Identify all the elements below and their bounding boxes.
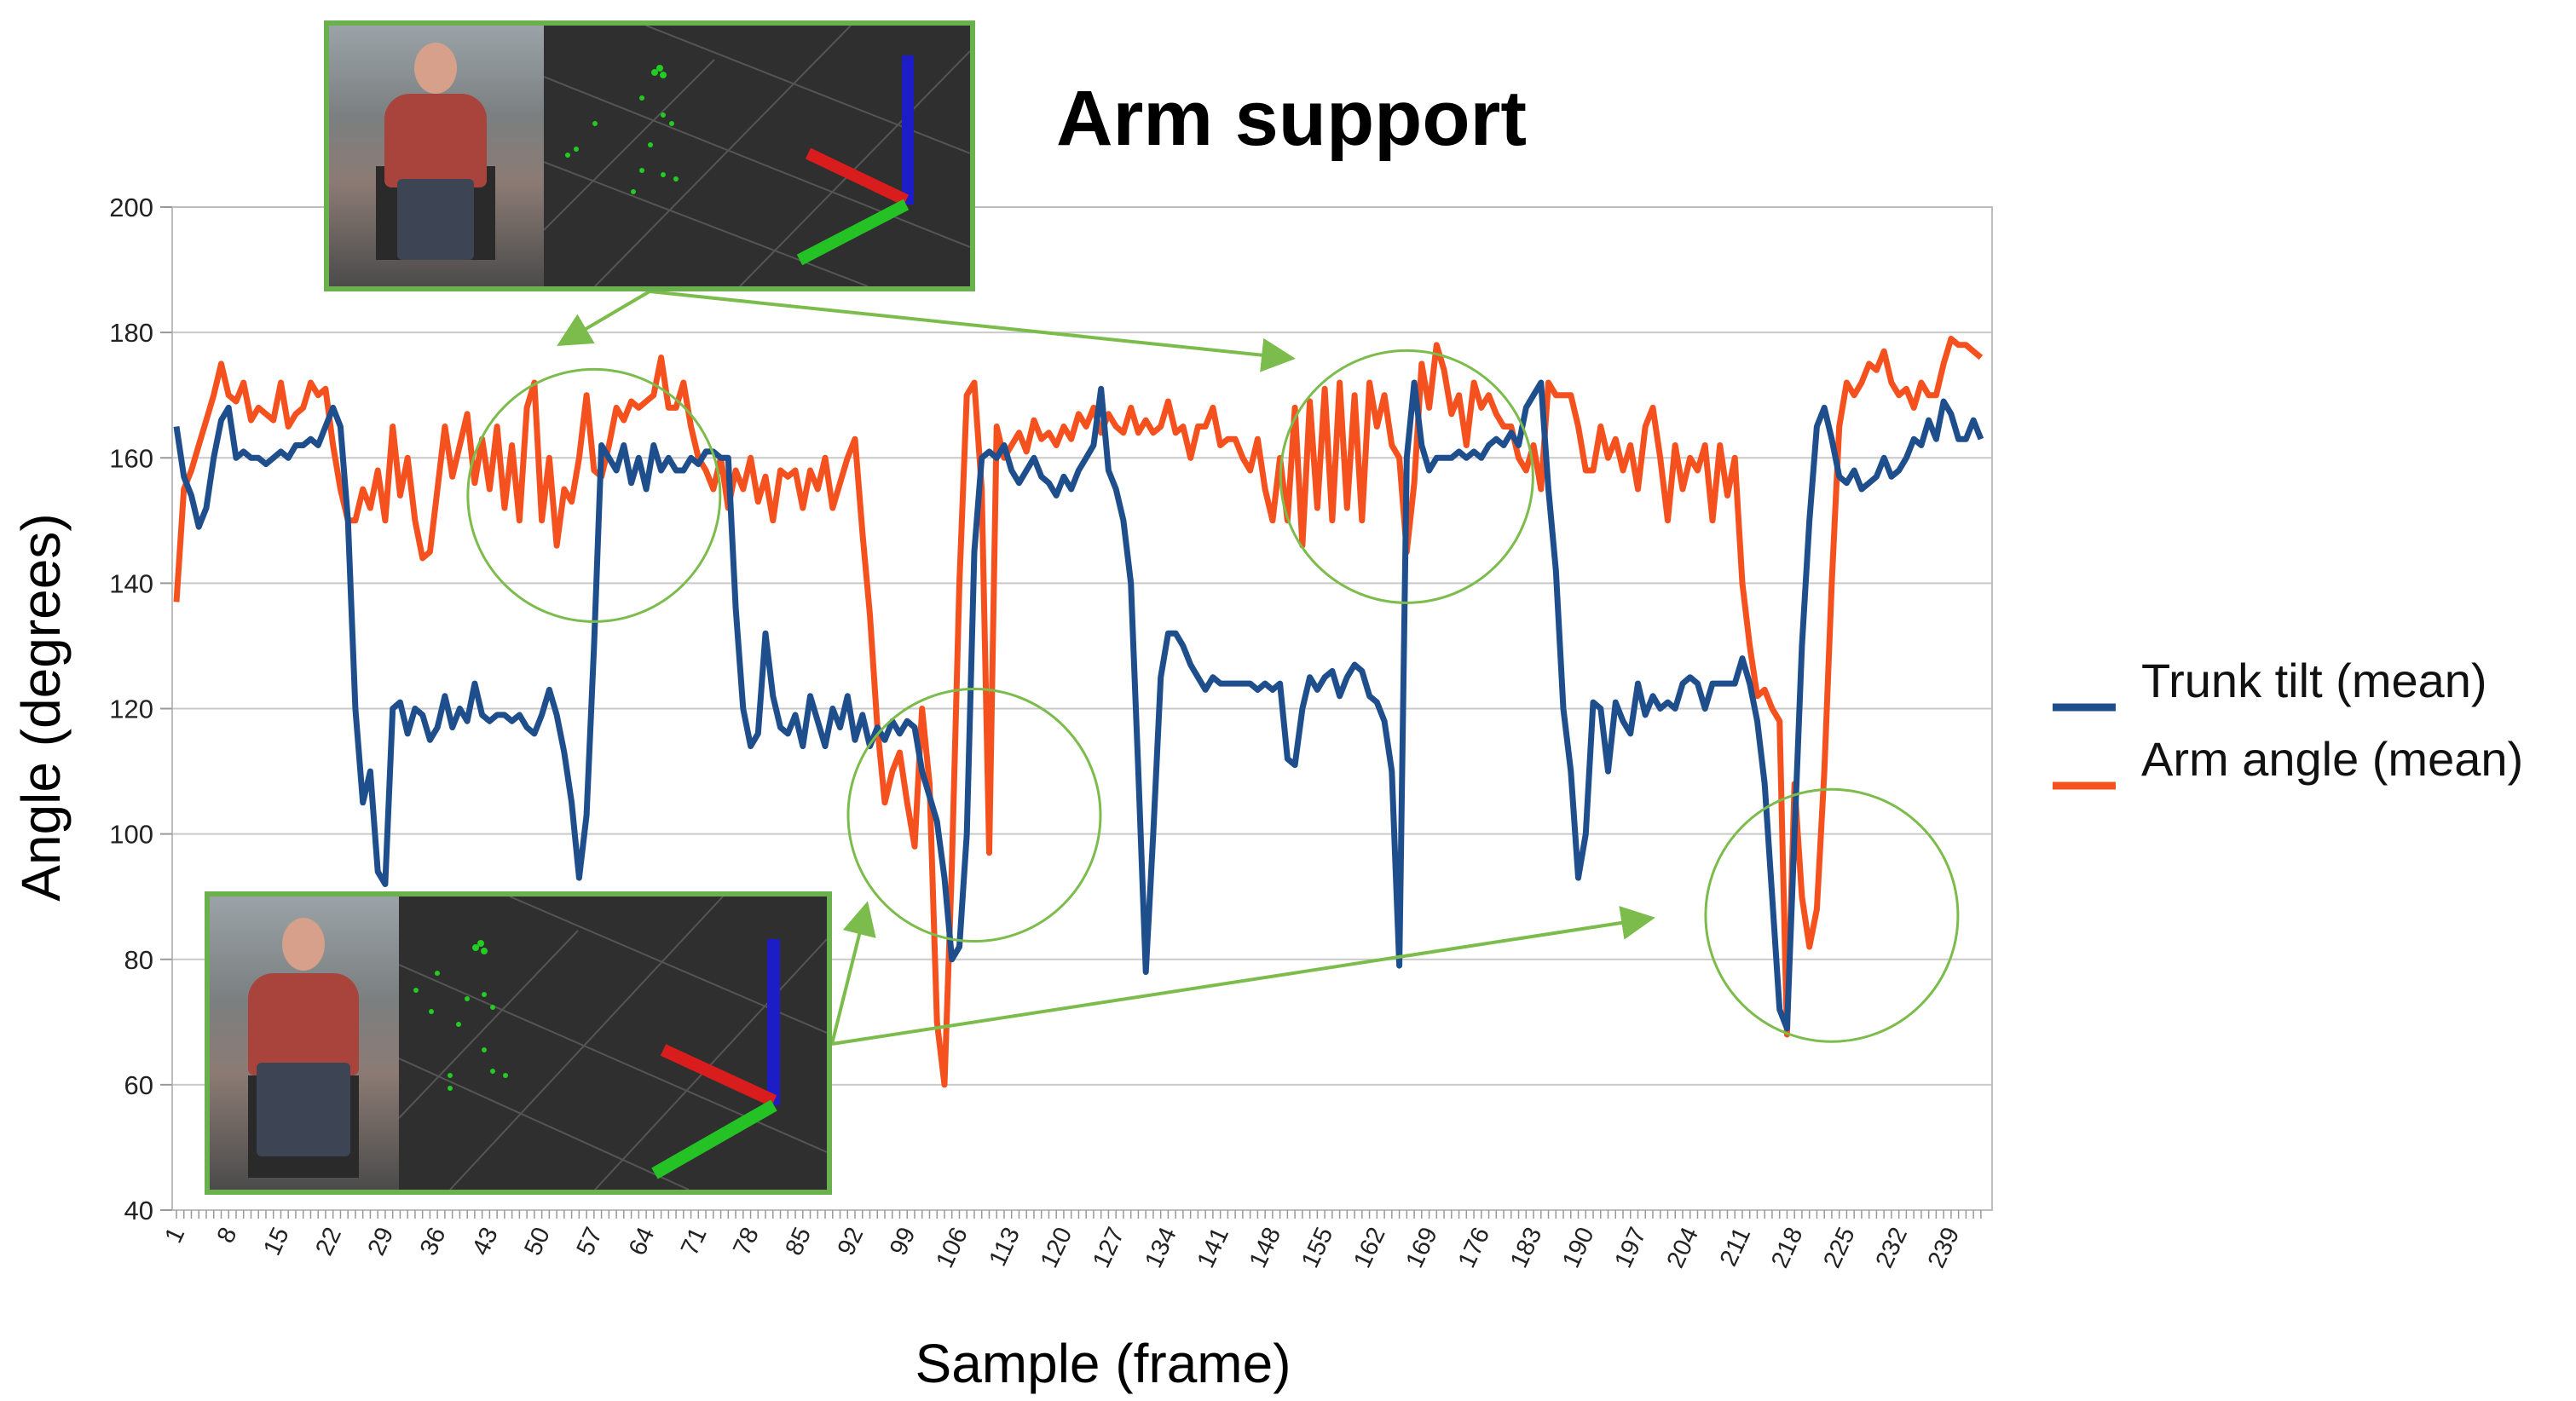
pose-visualization-svg: [398, 897, 827, 1190]
y-tick-label: 80: [124, 945, 153, 975]
x-tick-label: 92: [833, 1223, 869, 1260]
head: [282, 918, 325, 971]
series-lines: [173, 336, 1984, 1088]
chart-title: Arm support: [1056, 75, 1527, 162]
x-tick-label: 176: [1453, 1223, 1495, 1271]
y-tick-label: 60: [124, 1070, 153, 1100]
legend: Trunk tilt (mean) Arm angle (mean): [2053, 654, 2523, 790]
y-axis-indicator: [651, 1099, 777, 1179]
x-tick-label: 57: [572, 1223, 609, 1260]
x-tick-label: 64: [624, 1223, 661, 1260]
x-tick-label: 15: [258, 1223, 295, 1260]
x-tick-label: 183: [1505, 1223, 1547, 1271]
highlight-circle-3: [846, 688, 1102, 943]
x-tick-label: 85: [780, 1223, 817, 1260]
x-tick-label: 225: [1818, 1223, 1860, 1271]
legs: [397, 179, 474, 260]
x-tick-label: 134: [1140, 1223, 1181, 1271]
pose-visualization-svg: [543, 26, 970, 286]
top-inset-image: [324, 20, 975, 291]
x-tick-label: 8: [212, 1223, 243, 1247]
x-tick-label: 99: [885, 1223, 921, 1260]
x-tick-label: 197: [1609, 1223, 1651, 1271]
highlight-circle-2: [1279, 349, 1534, 604]
x-tick-label: 218: [1766, 1223, 1808, 1271]
legend-label: Trunk tilt (mean): [2141, 654, 2487, 707]
x-tick-label: 1: [160, 1223, 191, 1247]
series-line-trunk-tilt: [173, 379, 1984, 1032]
x-tick-label: 78: [728, 1223, 765, 1260]
y-axis-indicator: [796, 199, 910, 266]
bottom-inset-image: [205, 891, 832, 1195]
x-axis-label: Sample (frame): [915, 1333, 1291, 1394]
x-tick-label: 141: [1193, 1223, 1234, 1271]
y-axis: 40 60 80 100 120 140 160 180 200: [109, 193, 172, 1225]
x-tick-label: 155: [1297, 1223, 1338, 1271]
x-tick-label: 106: [931, 1223, 973, 1271]
highlight-circle-1: [466, 367, 722, 623]
series-line-arm-angle: [173, 336, 1984, 1088]
y-tick-label: 40: [124, 1196, 153, 1225]
x-tick-label: 113: [985, 1223, 1026, 1270]
head: [414, 43, 457, 94]
annotation-arrow-3: [830, 901, 876, 1045]
legend-label: Arm angle (mean): [2141, 732, 2523, 786]
y-tick-label: 100: [109, 820, 153, 850]
annotation-arrow-4: [831, 906, 1655, 1046]
annotation-arrow-1: [557, 290, 651, 347]
x-tick-label: 190: [1557, 1223, 1599, 1271]
x-tick-label: 211: [1715, 1223, 1757, 1270]
x-tick-label: 239: [1923, 1223, 1965, 1271]
person-sitting-upright-image: [329, 26, 544, 286]
person-leaning-forward-image: [210, 897, 399, 1190]
torso: [384, 94, 487, 187]
x-tick-label: 71: [676, 1223, 713, 1260]
annotations: [466, 290, 1960, 1046]
highlight-circle-4: [1704, 787, 1960, 1043]
x-tick-label: 204: [1662, 1223, 1704, 1271]
x-tick-label: 232: [1871, 1223, 1913, 1271]
y-axis-label: Angle (degrees): [10, 513, 72, 901]
x-axis-indicator: [805, 147, 910, 206]
y-tick-label: 140: [109, 568, 153, 598]
pose-visualization: [398, 897, 827, 1190]
annotation-arrow-2: [649, 290, 1296, 372]
x-tick-label: 162: [1349, 1223, 1390, 1271]
y-tick-label: 120: [109, 695, 153, 724]
y-tick-label: 180: [109, 318, 153, 348]
y-tick-label: 160: [109, 443, 153, 473]
x-tick-label: 148: [1245, 1223, 1286, 1271]
x-tick-label: 120: [1036, 1223, 1077, 1271]
x-tick-label: 36: [415, 1223, 452, 1260]
x-axis: 1 8 15 22 29 36 43 50 57 64 71 78 85 92 99 106 113 120 127…: [160, 1210, 1982, 1272]
x-tick-label: 50: [519, 1223, 556, 1260]
torso: [248, 973, 359, 1075]
z-axis-indicator: [767, 939, 780, 1105]
z-axis-indicator: [902, 55, 914, 205]
x-tick-label: 29: [363, 1223, 400, 1260]
legs: [257, 1063, 350, 1156]
pose-visualization: [543, 26, 970, 286]
x-axis-indicator: [660, 1044, 777, 1107]
x-tick-label: 169: [1401, 1223, 1442, 1271]
x-tick-label: 127: [1088, 1223, 1129, 1271]
x-tick-label: 22: [310, 1223, 347, 1260]
y-tick-label: 200: [109, 193, 153, 222]
x-tick-label: 43: [467, 1223, 504, 1260]
